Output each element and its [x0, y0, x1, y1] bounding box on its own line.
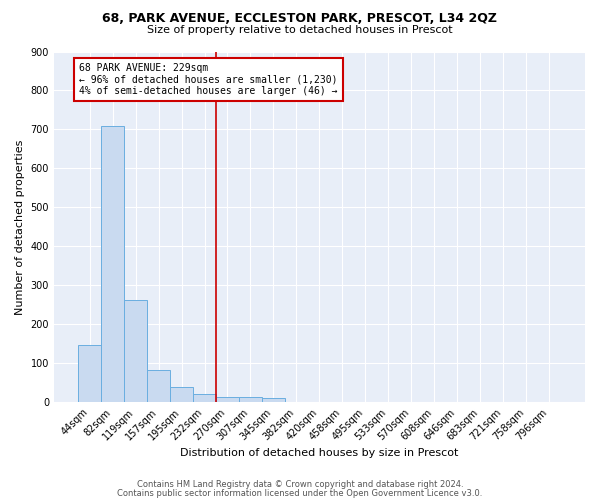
Bar — [216, 398, 239, 402]
Bar — [101, 126, 124, 402]
Bar — [170, 388, 193, 402]
Bar — [239, 398, 262, 402]
Bar — [193, 394, 216, 402]
Text: 68, PARK AVENUE, ECCLESTON PARK, PRESCOT, L34 2QZ: 68, PARK AVENUE, ECCLESTON PARK, PRESCOT… — [103, 12, 497, 26]
Bar — [147, 370, 170, 402]
Bar — [78, 344, 101, 402]
Bar — [262, 398, 285, 402]
Text: Contains HM Land Registry data © Crown copyright and database right 2024.: Contains HM Land Registry data © Crown c… — [137, 480, 463, 489]
X-axis label: Distribution of detached houses by size in Prescot: Distribution of detached houses by size … — [180, 448, 458, 458]
Y-axis label: Number of detached properties: Number of detached properties — [15, 139, 25, 314]
Text: Size of property relative to detached houses in Prescot: Size of property relative to detached ho… — [147, 25, 453, 35]
Text: 68 PARK AVENUE: 229sqm
← 96% of detached houses are smaller (1,230)
4% of semi-d: 68 PARK AVENUE: 229sqm ← 96% of detached… — [79, 63, 338, 96]
Bar — [124, 300, 147, 402]
Text: Contains public sector information licensed under the Open Government Licence v3: Contains public sector information licen… — [118, 488, 482, 498]
